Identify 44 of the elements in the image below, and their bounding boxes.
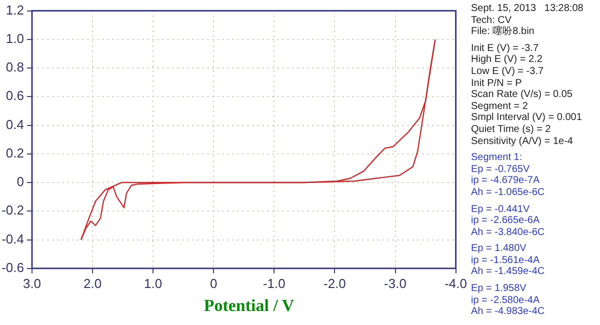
text: High E (V) = 2.2 <box>471 54 544 66</box>
x-axis-title: Potential / V <box>202 296 296 316</box>
text: Segment = 2 <box>471 100 529 112</box>
y-tick-label: 1.0 <box>6 31 24 46</box>
text: Init P/N = P <box>471 78 523 90</box>
x-tick-label: 2.0 <box>84 276 102 291</box>
y-tick-label: -0.2 <box>2 202 24 218</box>
text: Low E (V) = -3.7 <box>471 66 545 78</box>
text: Smpl Interval (V) = 0.001 <box>471 112 583 124</box>
text: Ah = -4.983e-4C <box>471 306 546 318</box>
text: ip = -4.679e-7A <box>471 175 541 187</box>
x-tick-label: -2.0 <box>324 276 346 291</box>
text: File: 噻吩8.bin <box>471 26 536 38</box>
y-tick-label: 1.2 <box>6 2 24 18</box>
text: Ah = -3.840e-6C <box>471 226 546 238</box>
y-tick-label: -0.4 <box>2 231 24 246</box>
text: Init E (V) = -3.7 <box>471 42 540 54</box>
text: Sensitivity (A/V) = 1e-4 <box>471 136 574 148</box>
x-tick-label: -1.0 <box>262 276 286 291</box>
text: ip = -2.580e-4A <box>471 294 541 306</box>
y-tick-label: -0.6 <box>2 260 24 275</box>
x-tick-label: -4.0 <box>444 276 468 291</box>
text: Ah = -1.459e-4C <box>471 266 546 278</box>
text: Segment 1: <box>471 152 524 164</box>
y-tick-label: 0.6 <box>6 88 24 104</box>
text: Quiet Time (s) = 2 <box>471 124 552 136</box>
text: Tech: CV <box>471 14 513 26</box>
y-tick-label: 0.4 <box>6 116 24 132</box>
x-tick-label: 1.0 <box>144 276 162 291</box>
text: ip = -1.561e-4A <box>471 254 541 266</box>
text: Ep = -0.765V <box>471 164 531 176</box>
y-tick-label: 0.2 <box>6 145 24 160</box>
text: Ep = 1.480V <box>471 243 528 255</box>
x-tick-label: 3.0 <box>22 276 42 291</box>
y-tick-label: 0.8 <box>6 60 24 75</box>
x-tick-label: 0 <box>210 276 218 291</box>
text: Ah = -1.065e-6C <box>471 186 546 198</box>
text: Ep = 1.958V <box>471 283 528 295</box>
y-tick-label: 0 <box>16 174 24 190</box>
text: Sept. 15, 2013 13:28:08 <box>471 3 584 15</box>
text: Ep = -0.441V <box>471 204 531 216</box>
x-tick-label: -3.0 <box>384 276 406 291</box>
text: ip = -2.665e-6A <box>471 215 541 227</box>
text: Scan Rate (V/s) = 0.05 <box>471 89 574 101</box>
